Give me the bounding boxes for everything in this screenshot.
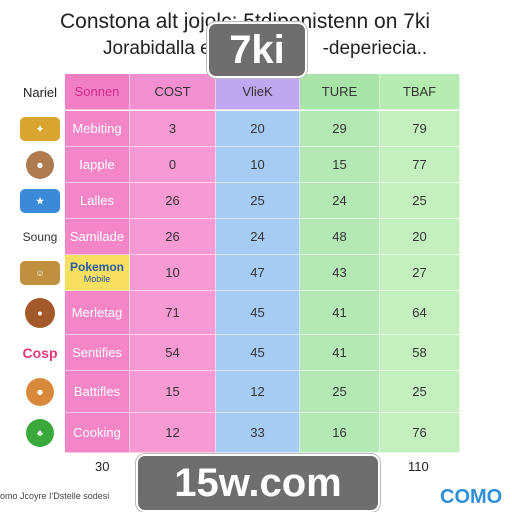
cartoon-character-icon: ♣ — [15, 413, 65, 453]
row-label: Battifles — [65, 371, 130, 413]
column-header-week: VlieK — [216, 74, 300, 110]
tbaf-cell: 64 — [380, 291, 460, 335]
table-row: ☻ Iapple 0 10 15 77 — [15, 147, 460, 183]
ture-cell: 41 — [300, 291, 380, 335]
ture-cell: 24 — [300, 183, 380, 219]
row-label: Merletag — [65, 291, 130, 335]
column-header-label: Sonnen — [65, 74, 130, 110]
ture-cell: 15 — [300, 147, 380, 183]
table-row: Soung Samilade 26 24 48 20 — [15, 219, 460, 255]
row-label: Samilade — [65, 219, 130, 255]
page-subtitle: Jorabidalla et -deperiecia.. — [103, 38, 427, 60]
tbaf-cell: 76 — [380, 413, 460, 453]
tbaf-cell: 25 — [380, 183, 460, 219]
tbaf-cell: 79 — [380, 111, 460, 147]
table-row: ✦ Mebiting 3 20 29 79 — [15, 111, 460, 147]
footer-left-value: 30 — [95, 459, 110, 474]
week-cell: 47 — [216, 255, 300, 291]
watermark-top: 7ki — [207, 22, 307, 78]
ture-cell: 25 — [300, 371, 380, 413]
cost-cell: 3 — [130, 111, 216, 147]
subtitle-end: -deperiecia.. — [322, 38, 428, 59]
page-title: Constona alt jojolc; 5tdipenistenn on 7k… — [60, 10, 431, 33]
cartoon-logo-icon: ✦ — [15, 111, 65, 147]
cartoon-character-icon: ☻ — [15, 147, 65, 183]
subtitle-start: Jorabidalla et — [103, 38, 217, 59]
cartoon-logo-icon: ★ — [15, 183, 65, 219]
tbaf-cell: 58 — [380, 335, 460, 371]
table-row: ● Merletag 71 45 41 64 — [15, 291, 460, 335]
column-header-tbaf: TBAF — [380, 74, 460, 110]
week-cell: 20 — [216, 111, 300, 147]
cost-cell: 54 — [130, 335, 216, 371]
table-header-row: Nariel Sonnen COST VlieK TURE TBAF — [15, 74, 460, 110]
cartoon-character-icon: ● — [15, 291, 65, 335]
pokemon-sub-label: Mobile — [83, 273, 111, 284]
cost-cell: 10 — [130, 255, 216, 291]
cost-cell: 26 — [130, 183, 216, 219]
ture-cell: 48 — [300, 219, 380, 255]
como-logo: COMO — [440, 486, 503, 508]
ture-cell: 41 — [300, 335, 380, 371]
cartoon-character-icon: ☻ — [15, 371, 65, 413]
row-label: Cooking — [65, 413, 130, 453]
table-row: Cosp Sentifies 54 45 41 58 — [15, 335, 460, 371]
cartoon-logo-icon: ☺ — [15, 255, 65, 291]
tbaf-cell: 77 — [380, 147, 460, 183]
column-header-name: Nariel — [15, 74, 65, 110]
table-row: ☺ Pokemon Mobile 10 47 43 27 — [15, 255, 460, 291]
pokemon-logo-icon: Pokemon Mobile — [65, 255, 130, 291]
row-label: Lalles — [65, 183, 130, 219]
column-header-ture: TURE — [300, 74, 380, 110]
row-label: Sentifies — [65, 335, 130, 371]
row-name-text: Soung — [15, 219, 65, 255]
ture-cell: 43 — [300, 255, 380, 291]
week-cell: 45 — [216, 291, 300, 335]
cost-cell: 26 — [130, 219, 216, 255]
table-row: ♣ Cooking 12 33 16 76 — [15, 413, 460, 453]
tbaf-cell: 25 — [380, 371, 460, 413]
week-cell: 25 — [216, 183, 300, 219]
cost-cell: 0 — [130, 147, 216, 183]
cost-cell: 15 — [130, 371, 216, 413]
week-cell: 45 — [216, 335, 300, 371]
week-cell: 10 — [216, 147, 300, 183]
tbaf-cell: 27 — [380, 255, 460, 291]
row-name-text: Cosp — [15, 335, 65, 371]
footer-right-value: 110 — [408, 459, 429, 474]
table-row: ☻ Battifles 15 12 25 25 — [15, 371, 460, 413]
cost-cell: 71 — [130, 291, 216, 335]
watermark-bottom: 15w.com — [136, 454, 380, 512]
cost-cell: 12 — [130, 413, 216, 453]
tbaf-cell: 20 — [380, 219, 460, 255]
table-row: ★ Lalles 26 25 24 25 — [15, 183, 460, 219]
column-header-cost: COST — [130, 74, 216, 110]
ture-cell: 16 — [300, 413, 380, 453]
caption: omo Jcoyre I'Dstelle sodesi — [0, 491, 110, 501]
row-label: Iapple — [65, 147, 130, 183]
pokemon-label: Pokemon — [69, 259, 124, 274]
week-cell: 12 — [216, 371, 300, 413]
row-label: Mebiting — [65, 111, 130, 147]
week-cell: 24 — [216, 219, 300, 255]
ture-cell: 29 — [300, 111, 380, 147]
week-cell: 33 — [216, 413, 300, 453]
